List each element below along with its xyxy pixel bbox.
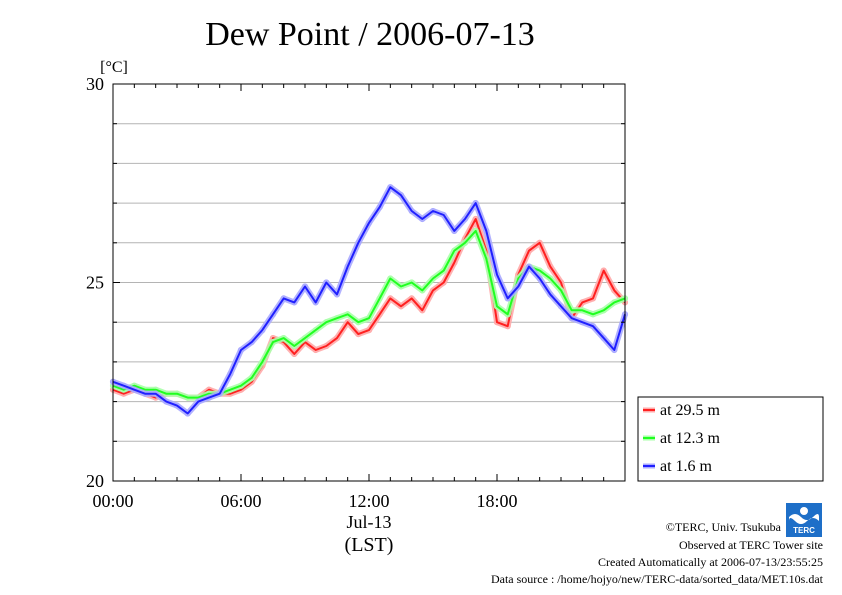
x-date-label: Jul-13 xyxy=(347,512,392,532)
data-point xyxy=(419,215,426,223)
data-point xyxy=(376,295,383,302)
series-1 xyxy=(109,227,629,401)
x-axis-label: (LST) xyxy=(345,534,394,556)
data-point xyxy=(184,410,191,417)
data-point xyxy=(333,334,341,342)
y-tick-label: 20 xyxy=(86,471,104,491)
credit-copyright: ©TERC, Univ. Tsukuba xyxy=(666,520,782,534)
legend-box xyxy=(637,396,824,482)
data-point xyxy=(408,207,415,215)
data-point xyxy=(259,327,266,334)
legend-label: at 1.6 m xyxy=(660,458,713,475)
data-point xyxy=(429,287,437,294)
series-2 xyxy=(109,184,629,417)
data-point xyxy=(557,287,565,294)
logo-wave xyxy=(789,514,819,524)
data-point xyxy=(451,227,458,234)
data-point xyxy=(504,295,511,302)
data-point xyxy=(365,219,373,227)
y-axis-label: [°C] xyxy=(100,59,128,76)
credit-source: Data source : /home/hojyo/new/TERC-data/… xyxy=(491,572,824,586)
series-line xyxy=(112,229,626,399)
x-tick-label: 06:00 xyxy=(220,491,261,511)
series-line xyxy=(112,218,626,399)
data-point xyxy=(387,275,394,282)
data-point xyxy=(600,334,607,342)
plot-series xyxy=(109,184,629,417)
legend-label: at 12.3 m xyxy=(660,430,721,447)
data-point xyxy=(291,342,298,350)
logo-drop xyxy=(800,507,808,515)
data-point xyxy=(227,370,234,377)
chart-title: Dew Point / 2006-07-13 xyxy=(205,16,535,53)
grid-lines xyxy=(113,123,625,442)
data-point xyxy=(547,275,554,282)
data-point xyxy=(397,192,405,199)
data-point xyxy=(525,247,533,254)
data-point xyxy=(344,319,351,326)
data-point xyxy=(259,358,266,365)
data-point xyxy=(397,303,405,310)
x-tick-label: 12:00 xyxy=(348,491,389,511)
data-point xyxy=(387,184,394,191)
series-line xyxy=(112,186,626,415)
data-point xyxy=(387,295,394,302)
data-point xyxy=(419,287,426,294)
data-point xyxy=(376,311,383,318)
terc-logo: TERC xyxy=(786,503,822,537)
data-point xyxy=(291,350,298,358)
data-point xyxy=(451,247,458,254)
data-point xyxy=(408,295,415,302)
data-point xyxy=(355,239,362,246)
data-point xyxy=(376,203,383,211)
data-point xyxy=(547,263,554,270)
series-scatter-band xyxy=(110,216,628,401)
credit-created: Created Automatically at 2006-07-13/23:5… xyxy=(598,555,823,569)
data-point xyxy=(547,291,554,298)
data-point xyxy=(611,287,618,294)
data-point xyxy=(440,267,447,274)
axis-ticks: 20 25 30 00:00 06:00 12:00 18:00 xyxy=(86,74,626,511)
data-point xyxy=(312,299,319,306)
data-point xyxy=(461,215,469,223)
data-point xyxy=(461,239,469,246)
legend-label: at 29.5 m xyxy=(660,402,721,419)
credit-observed: Observed at TERC Tower site xyxy=(679,538,823,552)
x-tick-label: 00:00 xyxy=(92,491,133,511)
data-point xyxy=(536,239,543,246)
data-point xyxy=(323,279,330,286)
series-0 xyxy=(109,215,629,401)
y-tick-label: 30 xyxy=(86,74,104,94)
logo-text: TERC xyxy=(793,526,815,535)
data-point xyxy=(301,334,309,342)
data-point xyxy=(451,259,458,266)
data-point xyxy=(312,327,319,334)
y-tick-label: 25 xyxy=(86,273,104,293)
data-point xyxy=(301,283,309,290)
data-point xyxy=(525,263,533,270)
data-point xyxy=(536,275,543,282)
data-point xyxy=(248,374,255,381)
data-point xyxy=(419,307,426,314)
data-point xyxy=(237,346,245,354)
x-tick-label: 18:00 xyxy=(476,491,517,511)
data-point xyxy=(248,338,255,346)
data-point xyxy=(515,283,522,290)
data-point xyxy=(429,275,437,282)
data-point xyxy=(557,303,565,310)
data-point xyxy=(440,279,447,286)
data-point xyxy=(269,311,277,318)
legend: at 29.5 m at 12.3 m at 1.6 m xyxy=(637,396,824,482)
